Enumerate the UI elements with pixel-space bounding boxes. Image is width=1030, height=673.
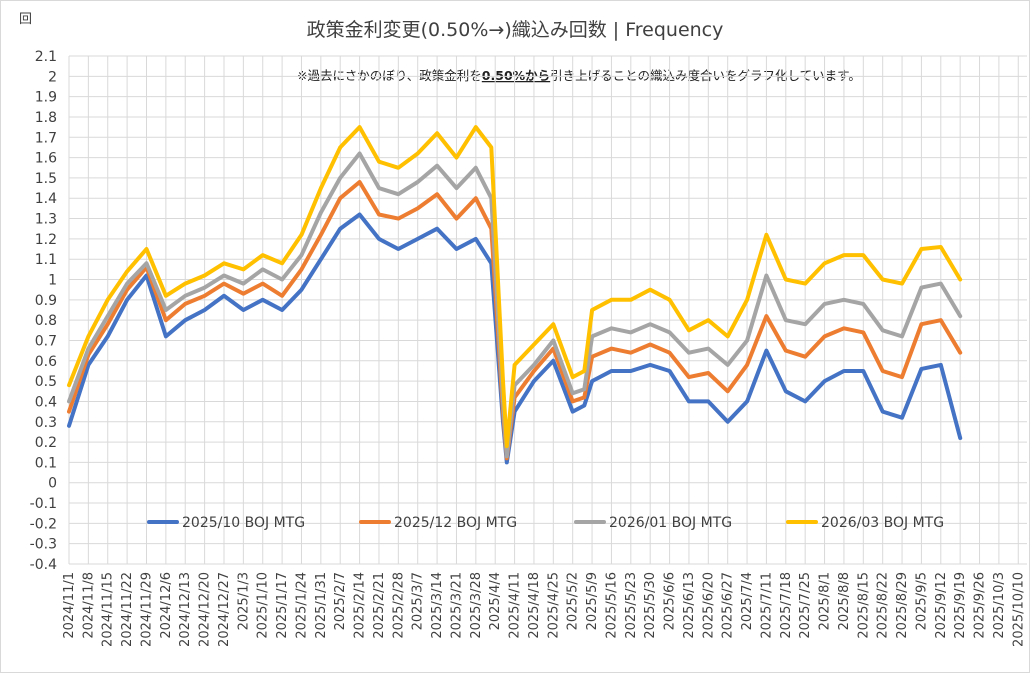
x-tick-label: 2025/3/21 bbox=[449, 572, 464, 639]
x-tick-label: 2025/6/20 bbox=[701, 572, 716, 639]
y-axis-ticks: 2.1 2 1.9 1.8 1.7 1.6 1.5 1.4 1.3 1.2 1.1 1 0.9 0.8 0.… bbox=[30, 49, 57, 573]
chart-title: 政策金利変更(0.50%→)織込み回数 | Frequency bbox=[307, 19, 724, 41]
x-tick-label: 2025/8/8 bbox=[837, 572, 852, 630]
x-tick-label: 2025/8/15 bbox=[856, 572, 871, 639]
x-tick-label: 2025/2/14 bbox=[353, 572, 368, 639]
y-tick-label: 1.3 bbox=[35, 212, 57, 228]
y-tick-label: -0.1 bbox=[30, 496, 57, 512]
y-tick-label: 1.6 bbox=[35, 151, 57, 167]
x-tick-label: 2024/12/13 bbox=[178, 572, 193, 647]
y-tick-label: 1.7 bbox=[35, 130, 57, 146]
x-tick-label: 2025/2/28 bbox=[391, 572, 406, 639]
y-tick-label: 1.9 bbox=[35, 90, 57, 106]
x-tick-label: 2025/5/30 bbox=[643, 572, 658, 639]
x-tick-label: 2025/3/7 bbox=[411, 572, 426, 630]
x-tick-label: 2025/9/12 bbox=[934, 572, 949, 639]
annotation-emphasis: 0.50%から bbox=[482, 68, 550, 83]
x-tick-label: 2025/5/2 bbox=[566, 572, 581, 630]
x-tick-label: 2025/1/10 bbox=[256, 572, 271, 639]
x-tick-label: 2025/4/11 bbox=[508, 572, 523, 639]
y-tick-label: 1.8 bbox=[35, 110, 57, 126]
x-tick-label: 2025/7/18 bbox=[779, 572, 794, 639]
y-tick-label: 1 bbox=[48, 273, 57, 289]
annotation-suffix: 引き上げることの織込み度合いをグラフ化しています。 bbox=[550, 68, 861, 83]
y-tick-label: 0.4 bbox=[35, 394, 57, 410]
y-tick-label: 0.1 bbox=[35, 455, 57, 471]
y-tick-label: -0.3 bbox=[30, 537, 57, 553]
x-tick-label: 2024/11/29 bbox=[139, 572, 154, 647]
legend-label: 2025/10 BOJ MTG bbox=[182, 515, 305, 531]
legend-label: 2025/12 BOJ MTG bbox=[394, 515, 517, 531]
legend-label: 2026/01 BOJ MTG bbox=[609, 515, 732, 531]
x-tick-label: 2024/11/22 bbox=[120, 572, 135, 647]
x-tick-label: 2024/12/27 bbox=[217, 572, 232, 647]
chart-annotation: ※過去にさかのぼり、政策金利を0.50%から引き上げることの織込み度合いをグラフ… bbox=[297, 68, 861, 83]
x-tick-label: 2025/1/31 bbox=[314, 572, 329, 639]
y-tick-label: 0.6 bbox=[35, 354, 57, 370]
y-tick-label: 0.8 bbox=[35, 313, 57, 329]
y-tick-label: 1.4 bbox=[35, 191, 57, 207]
x-tick-label: 2024/11/15 bbox=[101, 572, 116, 647]
x-tick-label: 2025/7/25 bbox=[798, 572, 813, 639]
x-tick-label: 2024/12/20 bbox=[198, 572, 213, 647]
y-tick-label: 0.7 bbox=[35, 333, 57, 349]
series-line bbox=[67, 125, 963, 449]
x-tick-label: 2025/3/28 bbox=[469, 572, 484, 639]
x-tick-label: 2025/6/27 bbox=[721, 572, 736, 639]
x-tick-label: 2025/9/5 bbox=[914, 572, 929, 630]
x-tick-label: 2025/9/26 bbox=[973, 572, 988, 639]
x-tick-label: 2025/1/17 bbox=[275, 572, 290, 639]
x-tick-label: 2025/5/23 bbox=[624, 572, 639, 639]
x-tick-label: 2024/12/6 bbox=[159, 572, 174, 639]
x-tick-label: 2024/11/8 bbox=[81, 572, 96, 639]
annotation-prefix: ※過去にさかのぼり、政策金利を bbox=[297, 68, 482, 83]
x-tick-label: 2025/10/3 bbox=[992, 572, 1007, 639]
x-tick-label: 2025/4/4 bbox=[488, 572, 503, 630]
y-tick-label: 1.1 bbox=[35, 252, 57, 268]
x-tick-label: 2025/2/7 bbox=[333, 572, 348, 630]
x-tick-label: 2025/8/29 bbox=[895, 572, 910, 639]
y-tick-label: -0.4 bbox=[30, 557, 57, 573]
x-tick-label: 2025/1/24 bbox=[294, 572, 309, 639]
x-tick-label: 2025/6/6 bbox=[663, 572, 678, 630]
y-tick-label: 1.2 bbox=[35, 232, 57, 248]
x-tick-label: 2025/5/16 bbox=[604, 572, 619, 639]
legend-label: 2026/03 BOJ MTG bbox=[821, 515, 944, 531]
x-tick-label: 2025/5/9 bbox=[585, 572, 600, 630]
x-tick-label: 2025/7/11 bbox=[759, 572, 774, 639]
y-tick-label: 0.3 bbox=[35, 415, 57, 431]
x-tick-label: 2025/8/22 bbox=[876, 572, 891, 639]
x-tick-label: 2025/8/1 bbox=[818, 572, 833, 630]
y-tick-label: 0.2 bbox=[35, 435, 57, 451]
legend: 2025/10 BOJ MTG 2025/12 BOJ MTG 2026/01 BO… bbox=[147, 515, 944, 531]
x-tick-label: 2025/2/21 bbox=[372, 572, 387, 639]
gridlines bbox=[68, 55, 1027, 565]
y-tick-label: 0.9 bbox=[35, 293, 57, 309]
x-tick-label: 2025/4/18 bbox=[527, 572, 542, 639]
x-tick-label: 2025/7/4 bbox=[740, 572, 755, 630]
x-axis-ticks: 2024/11/1 2024/11/8 2024/11/15 2024/11/22 20… bbox=[62, 572, 1026, 647]
y-tick-label: 0.5 bbox=[35, 374, 57, 390]
series-lines bbox=[67, 125, 963, 465]
y-tick-label: 2.1 bbox=[35, 49, 57, 65]
x-tick-label: 2024/11/1 bbox=[62, 572, 77, 639]
x-tick-label: 2025/6/13 bbox=[682, 572, 697, 639]
y-unit-label: 回 bbox=[19, 12, 32, 27]
x-tick-label: 2025/4/25 bbox=[546, 572, 561, 639]
y-tick-label: 0 bbox=[48, 476, 57, 492]
y-tick-label: 2 bbox=[48, 69, 57, 85]
x-tick-label: 2025/9/19 bbox=[953, 572, 968, 639]
x-tick-label: 2025/3/14 bbox=[430, 572, 445, 639]
y-tick-label: 1.5 bbox=[35, 171, 57, 187]
y-tick-label: -0.2 bbox=[30, 516, 57, 532]
x-tick-label: 2025/10/10 bbox=[1011, 572, 1026, 647]
x-tick-label: 2025/1/3 bbox=[236, 572, 251, 630]
